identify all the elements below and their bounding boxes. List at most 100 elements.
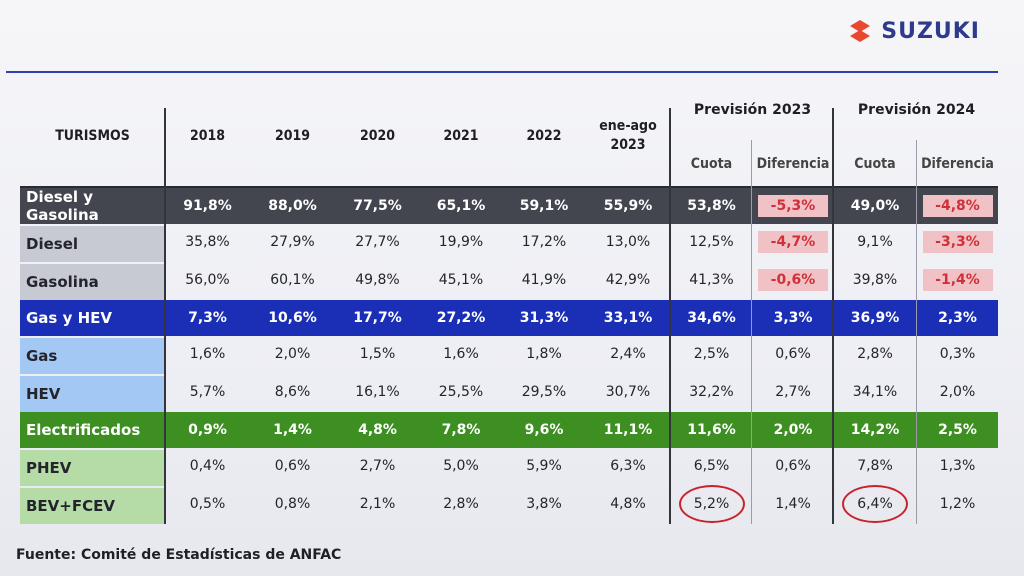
negative-value: -4,8% [922, 195, 993, 217]
row-label: Diesel y Gasolina [20, 188, 165, 224]
header-underline [20, 186, 998, 188]
header-year: 2018 [189, 128, 226, 144]
table-cell: 2,8% [443, 496, 479, 512]
header-turismos: TURISMOS [55, 128, 130, 144]
table-cell: 39,8% [852, 272, 898, 288]
table-cell: 5,0% [443, 458, 479, 474]
table-cell: 6,3% [610, 458, 646, 474]
table-cell: 9,1% [857, 234, 893, 250]
table-cell: 10,6% [250, 300, 335, 336]
table-cell: 8,6% [274, 384, 311, 400]
table-cell: 1,5% [359, 346, 396, 362]
table-cell: 33,1% [586, 300, 670, 336]
table-cell: 1,4% [250, 412, 335, 448]
table-cell: 27,9% [270, 234, 315, 250]
table-cell: 45,1% [438, 272, 484, 288]
table-cell: 2,8% [857, 346, 893, 362]
table-cell: 1,4% [775, 496, 811, 512]
table-cell: 12,5% [689, 234, 734, 250]
row-label: HEV [20, 376, 165, 412]
row-label: Gas y HEV [20, 300, 165, 336]
header-cuota-2023: Cuota [690, 156, 733, 172]
table-cell: -4,7% [753, 224, 833, 260]
table-cell: 16,1% [355, 384, 400, 400]
table-cell: 2,3% [917, 300, 998, 336]
table-cell: 9,6% [502, 412, 586, 448]
table-cell: 88,0% [250, 188, 335, 224]
table-cell: 65,1% [420, 188, 502, 224]
table-cell: 5,2% [670, 485, 753, 523]
table-cell: 36,9% [833, 300, 917, 336]
table-cell: 31,3% [502, 300, 586, 336]
table-cell: 4,8% [335, 412, 420, 448]
negative-value: -1,4% [922, 269, 993, 291]
header-cuota-2024: Cuota [854, 156, 896, 172]
header-year: 2019 [274, 128, 311, 144]
table-cell: 1,8% [526, 346, 562, 362]
header-ytd-line2: 2023 [610, 137, 646, 153]
table-cell: 3,3% [753, 300, 833, 336]
table-cell: 2,0% [753, 412, 833, 448]
table-cell: 30,7% [605, 384, 651, 400]
column-divider [669, 108, 671, 524]
column-divider [164, 108, 166, 524]
table-cell: 19,9% [438, 234, 484, 250]
table-cell: -5,3% [753, 188, 833, 224]
table-cell: 34,6% [670, 300, 753, 336]
header-year: 2021 [443, 128, 479, 144]
table-cell: 27,2% [420, 300, 502, 336]
table-cell: 7,8% [857, 458, 893, 474]
table-cell: 0,6% [775, 458, 811, 474]
table-cell: 1,2% [939, 496, 976, 512]
table-cell: 11,1% [586, 412, 670, 448]
table-cell: 17,7% [335, 300, 420, 336]
table-cell: 41,9% [521, 272, 567, 288]
table-cell: 32,2% [689, 384, 734, 400]
table-cell: 2,7% [359, 458, 396, 474]
circled-value: 5,2% [678, 485, 745, 523]
negative-value: -4,7% [758, 231, 828, 253]
table-cell: 59,1% [502, 188, 586, 224]
circled-value: 6,4% [842, 485, 908, 523]
header-rule [6, 71, 998, 73]
table-cell: 17,2% [521, 234, 567, 250]
table-cell: 49,0% [833, 188, 917, 224]
header-diferencia-2024: Diferencia [921, 156, 994, 172]
table-cell: 6,4% [833, 485, 917, 523]
table-cell: -4,8% [917, 188, 998, 224]
table-cell: 14,2% [833, 412, 917, 448]
table-cell: 2,7% [775, 384, 811, 400]
table-cell: 0,6% [775, 346, 811, 362]
table-cell: 2,5% [693, 346, 730, 362]
table-cell: 0,9% [165, 412, 250, 448]
table-cell: 77,5% [335, 188, 420, 224]
header-year: 2022 [526, 128, 562, 144]
table-cell: 2,0% [939, 384, 976, 400]
table-cell: 13,0% [605, 234, 651, 250]
source-note: Fuente: Comité de Estadísticas de ANFAC [16, 547, 342, 563]
table-cell: -1,4% [917, 262, 998, 298]
brand-wordmark: SUZUKI [881, 18, 980, 44]
table-cell: 2,5% [917, 412, 998, 448]
table-cell: 29,5% [521, 384, 567, 400]
row-label: Gasolina [20, 264, 165, 300]
table-cell: 35,8% [185, 234, 230, 250]
table-cell: 91,8% [165, 188, 250, 224]
table-cell: 1,3% [939, 458, 976, 474]
row-label: Electrificados [20, 412, 165, 448]
table-cell: 25,5% [438, 384, 484, 400]
table-cell: 0,4% [189, 458, 226, 474]
header-prevision-2024: Previsión 2024 [857, 102, 976, 118]
table-cell: -3,3% [917, 224, 998, 260]
column-divider [916, 140, 917, 524]
table-cell: 0,6% [274, 458, 311, 474]
table-cell: 11,6% [670, 412, 753, 448]
table-cell: 27,7% [355, 234, 400, 250]
header-year: 2020 [359, 128, 396, 144]
table-cell: 41,3% [689, 272, 734, 288]
row-label: BEV+FCEV [20, 488, 165, 524]
table-cell: 42,9% [605, 272, 651, 288]
table-cell: 1,6% [189, 346, 226, 362]
table-cell: 3,8% [526, 496, 562, 512]
